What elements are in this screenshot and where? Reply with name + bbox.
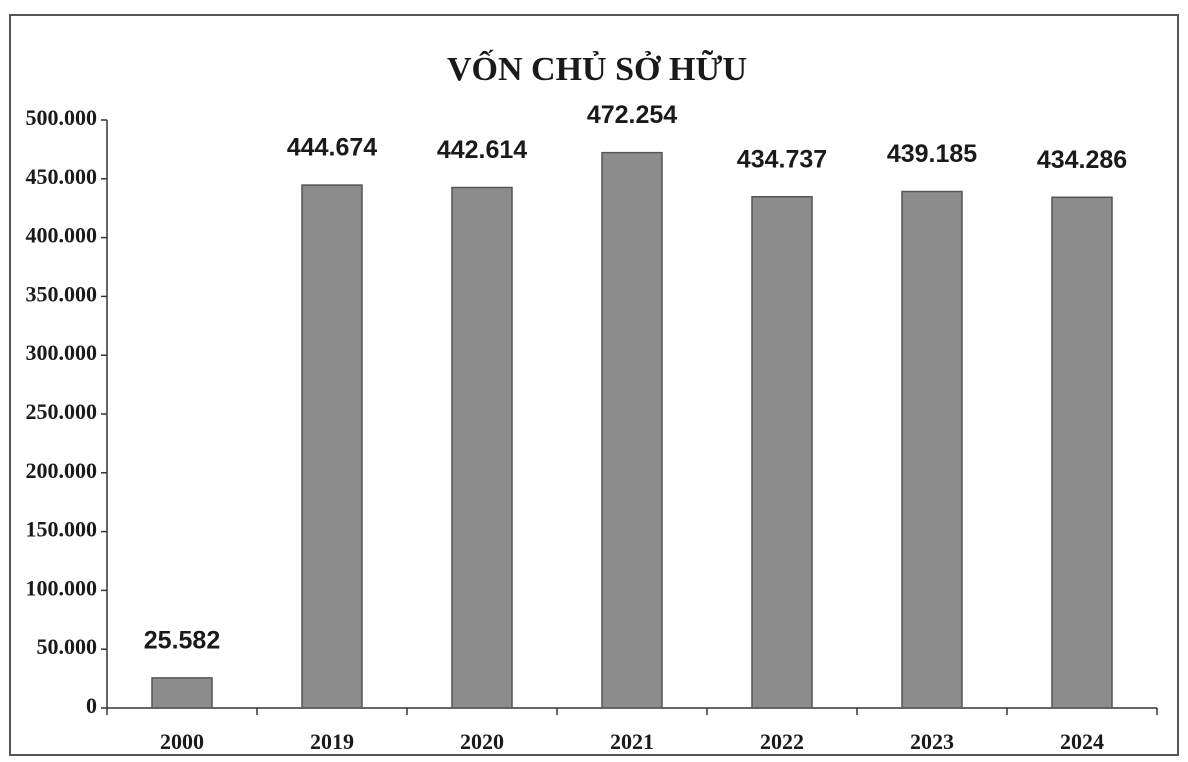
bar [451, 186, 513, 709]
data-label: 442.614 [437, 136, 527, 164]
data-label: 434.286 [1037, 146, 1127, 174]
data-label: 444.674 [287, 134, 377, 162]
bar [151, 677, 213, 709]
data-label: 472.254 [587, 101, 677, 129]
y-tick-label: 400.000 [26, 223, 98, 248]
x-tick-label: 2000 [160, 729, 204, 754]
chart-title: VỐN CHỦ SỞ HỮU [447, 49, 747, 88]
y-tick-label: 50.000 [37, 634, 98, 659]
data-label: 434.737 [737, 145, 827, 173]
x-tick-label: 2019 [310, 729, 354, 754]
y-tick-label: 250.000 [26, 399, 98, 424]
y-tick-label: 100.000 [26, 575, 98, 600]
bar [601, 151, 663, 709]
data-label: 439.185 [887, 140, 977, 168]
bar [751, 195, 813, 709]
bar [901, 190, 963, 709]
y-tick-label: 200.000 [26, 458, 98, 483]
x-tick-label: 2023 [910, 729, 954, 754]
bar [1051, 196, 1113, 709]
chart-frame [9, 14, 1179, 756]
y-tick-label: 450.000 [26, 164, 98, 189]
x-tick-label: 2022 [760, 729, 804, 754]
y-tick-label: 300.000 [26, 340, 98, 365]
x-tick-label: 2020 [460, 729, 504, 754]
bar [301, 184, 363, 709]
x-tick-label: 2024 [1060, 729, 1104, 754]
y-tick-label: 0 [86, 693, 97, 718]
y-tick-label: 150.000 [26, 517, 98, 542]
data-label: 25.582 [144, 627, 220, 655]
y-tick-label: 350.000 [26, 281, 98, 306]
y-tick-label: 500.000 [26, 105, 98, 130]
x-tick-label: 2021 [610, 729, 654, 754]
